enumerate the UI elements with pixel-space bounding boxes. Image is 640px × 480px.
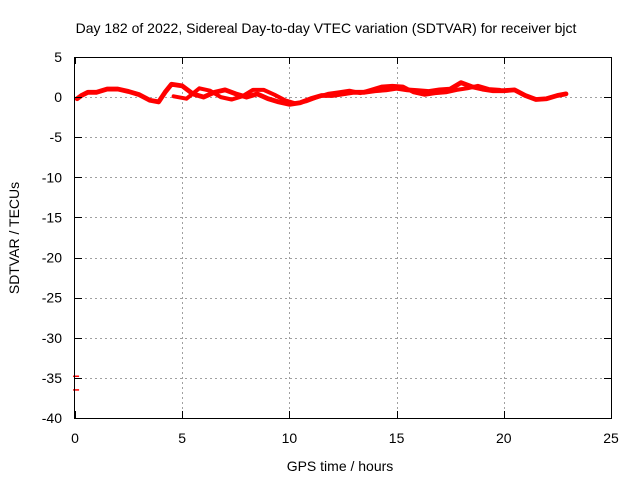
data-point <box>444 91 448 94</box>
y-axis-label: SDTVAR / TECUs <box>6 182 22 294</box>
data-point <box>208 89 212 92</box>
data-point <box>294 102 298 105</box>
data-point <box>476 84 480 88</box>
data-point <box>256 92 259 96</box>
grid-lines <box>75 57 611 418</box>
data-point <box>455 88 458 92</box>
data-point <box>423 93 426 96</box>
y-tick-label: -25 <box>42 290 62 306</box>
data-point <box>433 91 437 95</box>
data-point <box>412 91 415 94</box>
data-point <box>358 91 362 95</box>
x-tick-label: 5 <box>178 430 186 446</box>
y-tick-label: -5 <box>50 129 63 145</box>
data-point <box>157 100 160 104</box>
data-point <box>502 89 505 92</box>
data-point <box>556 94 559 97</box>
data-point <box>245 95 248 99</box>
y-tick-label: -30 <box>42 330 62 346</box>
data-point <box>138 93 141 96</box>
x-tick-label: 10 <box>282 430 298 446</box>
data-point <box>170 83 173 86</box>
data-point <box>95 91 98 94</box>
data-point <box>401 85 405 88</box>
series-1 <box>74 80 569 107</box>
data-point <box>524 94 527 97</box>
axis-ticks: 0 5 10 15 20 25 5 0 -5 -10 -15 -20 -25 -30 -35 -40 <box>42 49 619 446</box>
data-point <box>230 98 233 101</box>
data-point <box>75 97 79 100</box>
x-axis-label: GPS time / hours <box>287 458 394 474</box>
x-tick-label: 15 <box>389 430 405 446</box>
data-point <box>487 87 490 91</box>
y-tick-label: 5 <box>54 49 62 65</box>
data-point <box>466 87 469 90</box>
data-point <box>534 98 538 101</box>
data-point <box>337 91 340 94</box>
data-point <box>545 97 548 100</box>
data-point <box>251 88 255 92</box>
x-tick-label: 20 <box>496 430 512 446</box>
data-point <box>564 92 568 96</box>
data-point <box>384 88 388 92</box>
y-tick-label: -15 <box>42 209 62 225</box>
series-2 <box>171 83 502 106</box>
y-tick-label: -40 <box>42 410 62 426</box>
data-point <box>181 84 184 88</box>
x-tick-label: 0 <box>71 430 79 446</box>
data-point <box>219 95 222 99</box>
y-tick-label: -10 <box>42 169 62 185</box>
data-point <box>266 97 270 100</box>
data-point <box>283 99 287 102</box>
data-point <box>105 87 109 91</box>
data-point <box>185 97 188 100</box>
data-point <box>273 93 276 96</box>
data-point <box>234 92 237 96</box>
data-point <box>391 84 394 88</box>
data-point <box>116 87 120 91</box>
data-point <box>172 95 175 98</box>
data-point <box>198 87 201 90</box>
data-point <box>305 99 308 103</box>
data-point <box>223 88 227 92</box>
data-point <box>202 95 205 99</box>
data-point <box>348 89 351 92</box>
data-point <box>316 95 319 99</box>
data-point <box>86 91 90 94</box>
plot-frame <box>74 57 612 419</box>
data-point <box>369 88 373 92</box>
data-point <box>277 100 280 104</box>
data-point <box>459 81 463 84</box>
data-point <box>498 88 501 92</box>
data-point <box>326 92 330 96</box>
data-point <box>127 90 130 93</box>
y-tick-label: -20 <box>42 250 62 266</box>
data-point <box>438 88 441 92</box>
data-series <box>73 80 569 391</box>
x-tick-label: 25 <box>603 430 619 446</box>
y-tick-label: 0 <box>54 89 62 105</box>
data-point <box>148 99 152 102</box>
y-tick-label: -35 <box>42 370 62 386</box>
data-point <box>241 95 244 98</box>
data-point <box>163 91 167 94</box>
data-point <box>80 94 83 97</box>
data-point <box>513 88 516 92</box>
chart-title: Day 182 of 2022, Sidereal Day-to-day VTE… <box>76 20 577 36</box>
data-point <box>262 88 265 92</box>
data-point <box>380 85 383 88</box>
